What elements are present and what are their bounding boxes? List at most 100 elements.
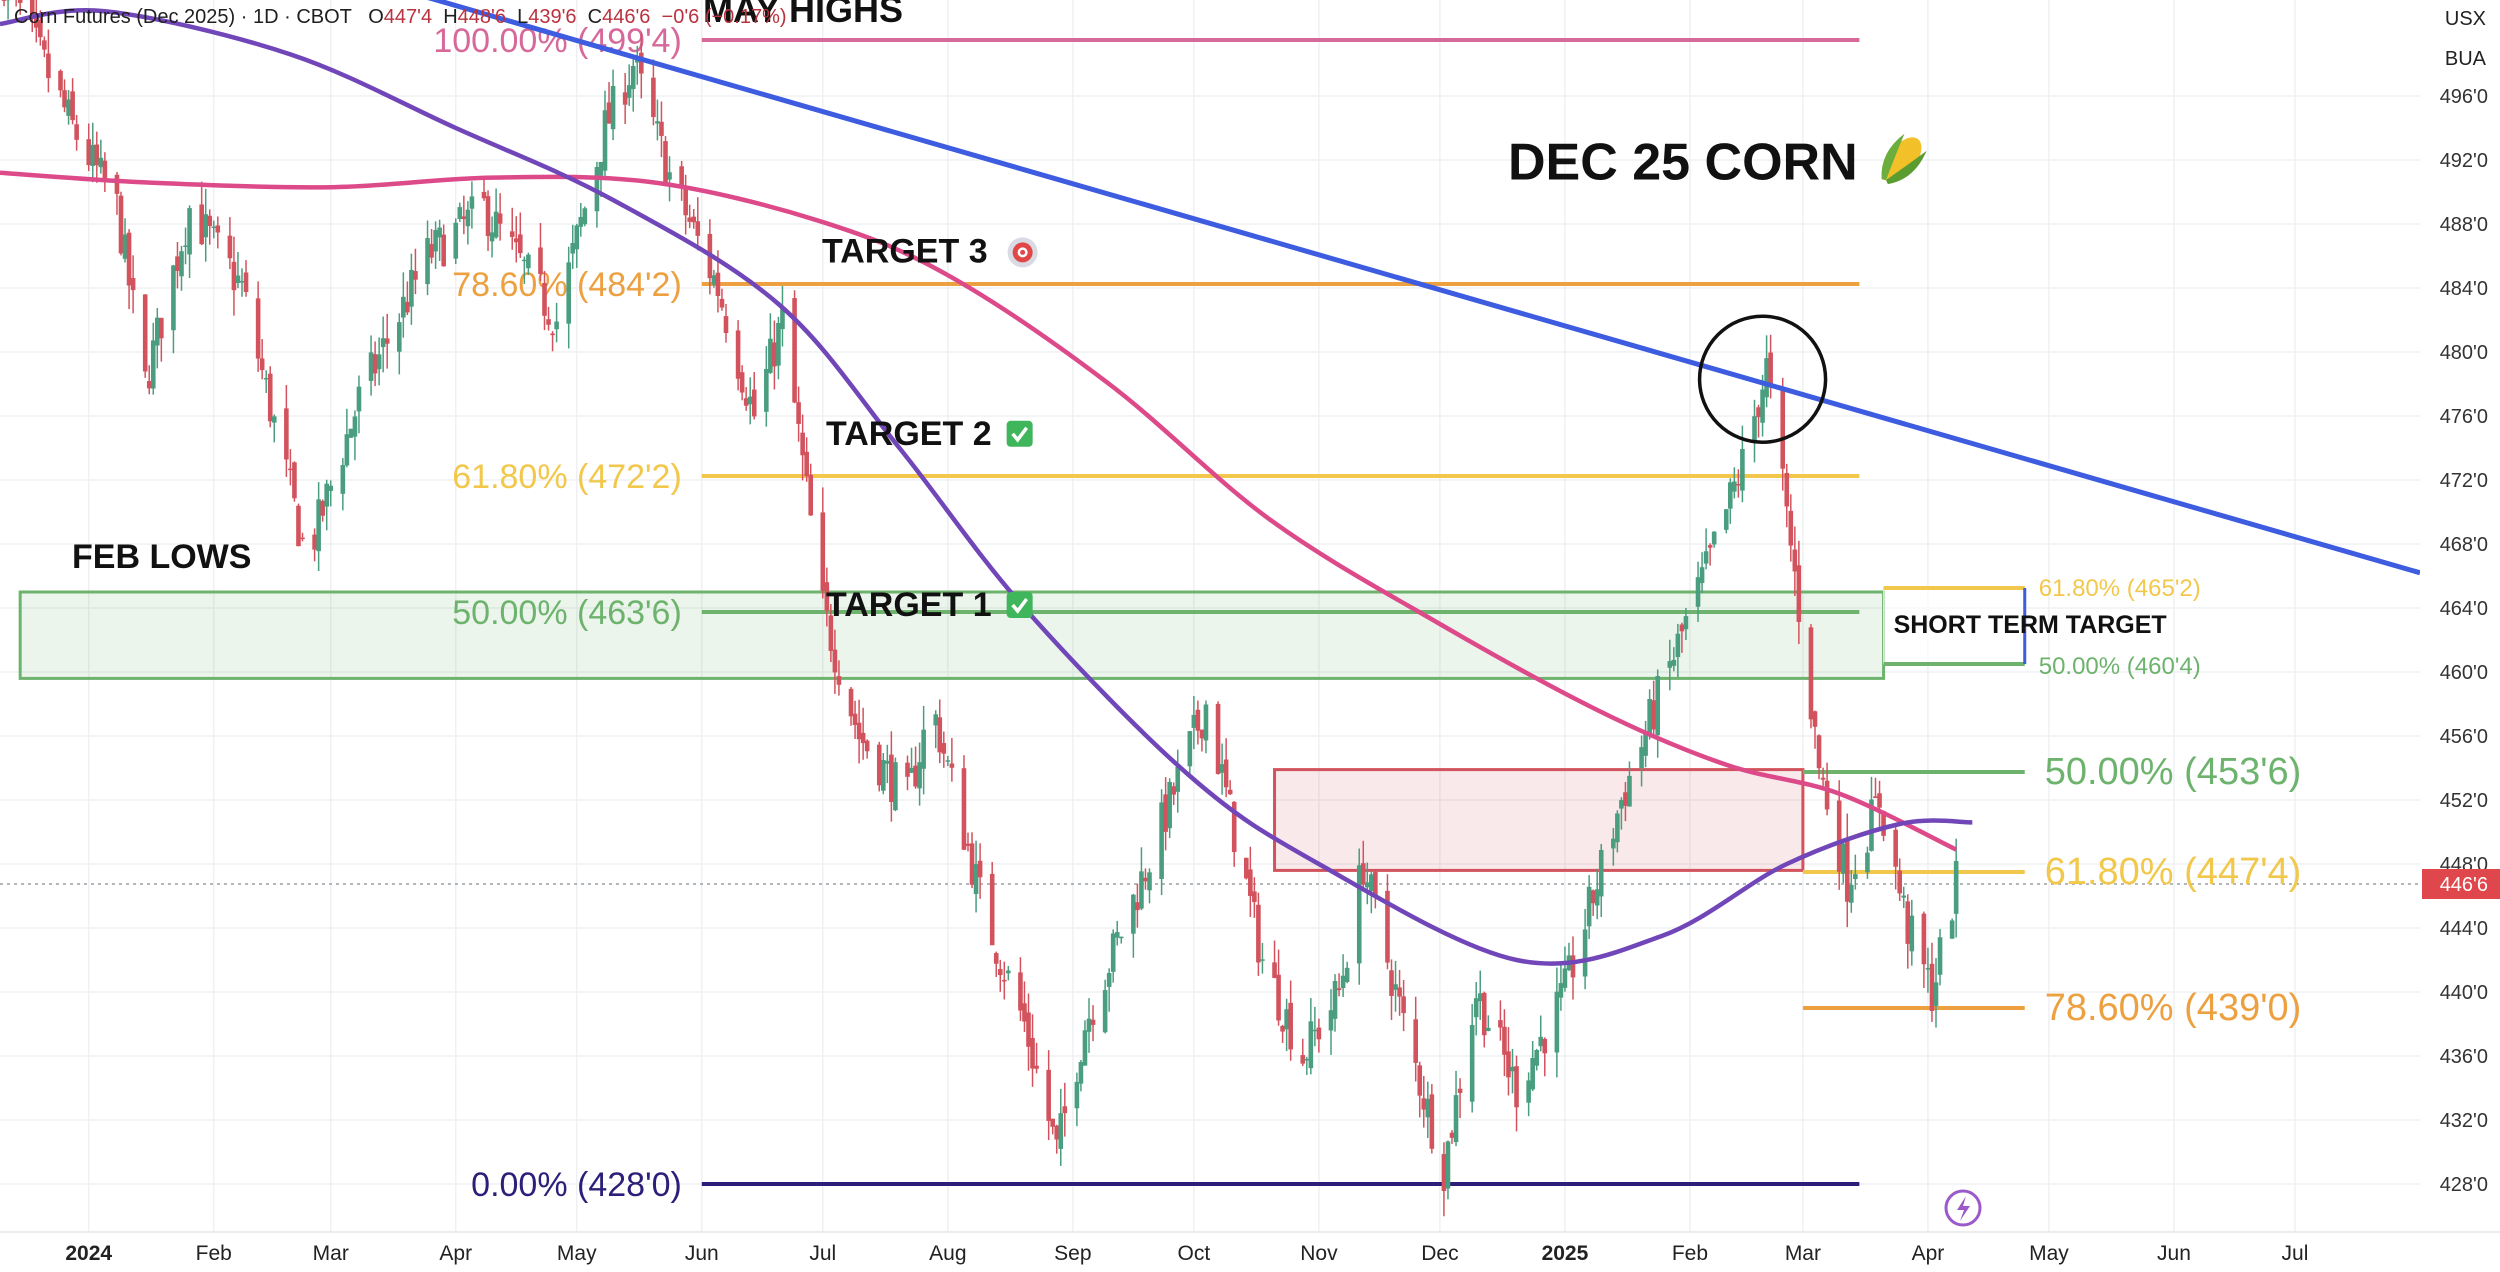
- candle-body: [1619, 800, 1624, 809]
- candle-body: [1905, 901, 1911, 944]
- candle-body: [340, 465, 346, 494]
- candle-body: [1824, 780, 1830, 810]
- y-tick-label: 488'0: [2440, 214, 2488, 236]
- corn-icon-leaf: [1885, 150, 1927, 185]
- candle-body: [949, 763, 955, 768]
- y-tick-label: 444'0: [2440, 918, 2488, 940]
- candle-body: [368, 352, 374, 381]
- y-tick-label: 428'0: [2440, 1174, 2488, 1196]
- candle-body: [1929, 963, 1935, 1012]
- candle-body: [489, 232, 495, 242]
- candle-body: [639, 52, 644, 74]
- candle-body: [401, 296, 406, 318]
- candle-body: [1308, 1021, 1314, 1069]
- candle-body: [792, 298, 797, 403]
- x-tick-label: Jun: [2157, 1242, 2191, 1265]
- candle-body: [284, 408, 289, 460]
- chart-title: DEC 25 CORN: [1508, 134, 1858, 192]
- candle-body: [1768, 352, 1773, 384]
- candle-body: [1849, 884, 1854, 903]
- candle-body: [1893, 829, 1898, 867]
- candle-body: [961, 768, 967, 850]
- candle-body: [1473, 998, 1479, 1018]
- candle-body: [1534, 1050, 1539, 1066]
- candle-body: [1171, 786, 1176, 795]
- candle-body: [126, 232, 132, 286]
- candle-body: [90, 144, 96, 166]
- candle-body: [997, 969, 1003, 976]
- candle-body: [1760, 389, 1765, 423]
- candle-body: [1199, 729, 1205, 739]
- candle-body: [384, 338, 390, 344]
- candle-body: [1026, 1012, 1031, 1047]
- currency-label[interactable]: USX: [2444, 8, 2486, 30]
- candle-body: [86, 139, 92, 166]
- checkmark-icon: [1006, 592, 1033, 618]
- candle-body: [1816, 735, 1822, 769]
- candle-body: [1723, 509, 1729, 530]
- candle-body: [179, 251, 184, 277]
- candle-body: [864, 740, 870, 752]
- candle-body: [1219, 764, 1225, 773]
- candle-body: [1711, 531, 1717, 545]
- x-tick-label: Feb: [196, 1242, 232, 1265]
- candle-body: [687, 217, 692, 222]
- candle-body: [1373, 872, 1378, 896]
- candle-body: [328, 485, 334, 491]
- candle-body: [150, 340, 156, 389]
- candle-body: [1369, 874, 1374, 892]
- candle-body: [1812, 711, 1818, 727]
- candle-body: [1820, 777, 1826, 780]
- candle-body: [146, 381, 152, 389]
- candle-body: [155, 317, 160, 346]
- candle-body: [933, 714, 939, 726]
- annotations: MAY HIGHS FEB LOWS TARGET 3 TARGET 2 TARGET …: [72, 0, 1982, 1227]
- lightning-icon[interactable]: [1944, 1189, 1982, 1227]
- candle-body: [1231, 801, 1237, 853]
- corn-icon: [1881, 133, 1927, 185]
- candle-body: [780, 306, 785, 330]
- candle-body: [691, 216, 697, 223]
- candle-body: [1187, 731, 1193, 767]
- candle-body: [1695, 577, 1701, 607]
- candle-body: [1728, 482, 1733, 509]
- checkmark-icon-tick: [1011, 597, 1029, 614]
- highlight-circle: [1697, 314, 1828, 444]
- y-tick-label: 476'0: [2440, 406, 2488, 428]
- candle-body: [554, 321, 559, 330]
- candle-body: [538, 247, 543, 274]
- unit-label[interactable]: BUA: [2444, 48, 2486, 70]
- candle-body: [772, 342, 777, 367]
- candles: [1, 0, 1959, 1217]
- candle-body: [1570, 955, 1576, 978]
- candle-body: [667, 172, 672, 180]
- candle-body: [1538, 1036, 1544, 1047]
- candle-body: [1679, 624, 1685, 632]
- candle-body: [550, 333, 555, 336]
- candle-body: [1788, 510, 1794, 546]
- candle-body: [1110, 933, 1116, 972]
- candle-body: [1090, 1019, 1096, 1025]
- candle-body: [1159, 802, 1164, 879]
- candle-body: [1865, 852, 1870, 873]
- x-tick-label: Aug: [929, 1242, 966, 1265]
- candle-body: [1796, 565, 1802, 622]
- candle-body: [348, 428, 354, 438]
- candle-body: [735, 330, 741, 379]
- x-tick-label: Feb: [1672, 1242, 1708, 1265]
- candle-body: [1953, 860, 1959, 914]
- candle-body: [122, 234, 128, 259]
- candle-body: [271, 416, 277, 423]
- candle-body: [1260, 959, 1265, 961]
- fib-label: 61.80% (472'2): [452, 458, 682, 496]
- candle-body: [493, 211, 499, 238]
- y-tick-label: 468'0: [2440, 534, 2488, 556]
- candle-body: [1086, 1018, 1092, 1032]
- target-2-label: TARGET 2: [826, 415, 992, 453]
- symbol-label: Corn Futures (Dec 2025) · 1D · CBOT: [14, 6, 352, 28]
- candle-body: [1106, 973, 1112, 987]
- x-tick-label: 2024: [65, 1242, 112, 1265]
- candle-body: [356, 386, 362, 412]
- candle-body: [1937, 937, 1943, 975]
